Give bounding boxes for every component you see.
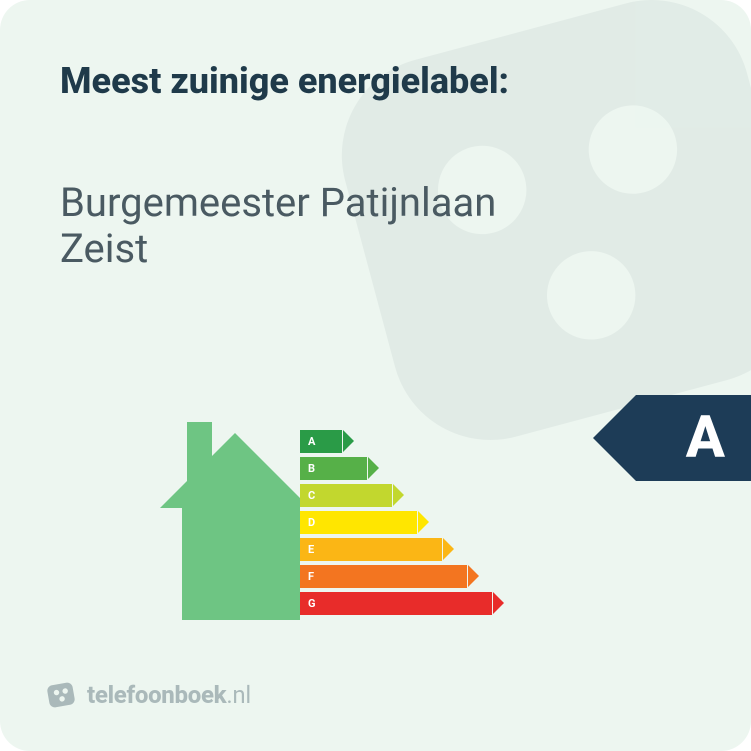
selected-label-arrow: A [636,395,751,481]
bar-d: D [300,511,492,534]
bar-g: G [300,592,492,615]
bar-c: C [300,484,492,507]
address-block: Burgemeester Patijnlaan Zeist [60,180,496,272]
bar-f-label: F [308,565,314,588]
house-icon [160,410,300,625]
bar-f: F [300,565,492,588]
bar-d-shape [300,511,417,534]
bar-d-label: D [308,511,315,534]
bar-e: E [300,538,492,561]
brand-icon [45,679,77,711]
brand-tld: .nl [226,681,251,709]
bar-b: B [300,457,492,480]
bar-c-label: C [308,484,315,507]
bar-e-label: E [308,538,314,561]
energy-bars: A B C D E F G [300,430,492,619]
selected-label-letter: A [686,404,725,472]
address-line2: Zeist [60,226,496,272]
bar-g-label: G [308,592,316,615]
card-title: Meest zuinige energielabel: [60,60,509,102]
energy-chart: A B C D E F G [160,410,580,650]
bar-f-shape [300,565,467,588]
footer-brand: telefoonboek.nl [45,679,251,711]
bar-b-label: B [308,457,315,480]
bar-a-shape [300,430,342,453]
brand-text: telefoonboek.nl [87,681,251,709]
address-line1: Burgemeester Patijnlaan [60,180,496,226]
bar-e-shape [300,538,442,561]
brand-name-bold: telefoonboek [87,681,226,709]
bar-g-shape [300,592,492,615]
bar-a-label: A [308,430,315,453]
energy-label-card: Meest zuinige energielabel: Burgemeester… [0,0,751,751]
bar-a: A [300,430,492,453]
